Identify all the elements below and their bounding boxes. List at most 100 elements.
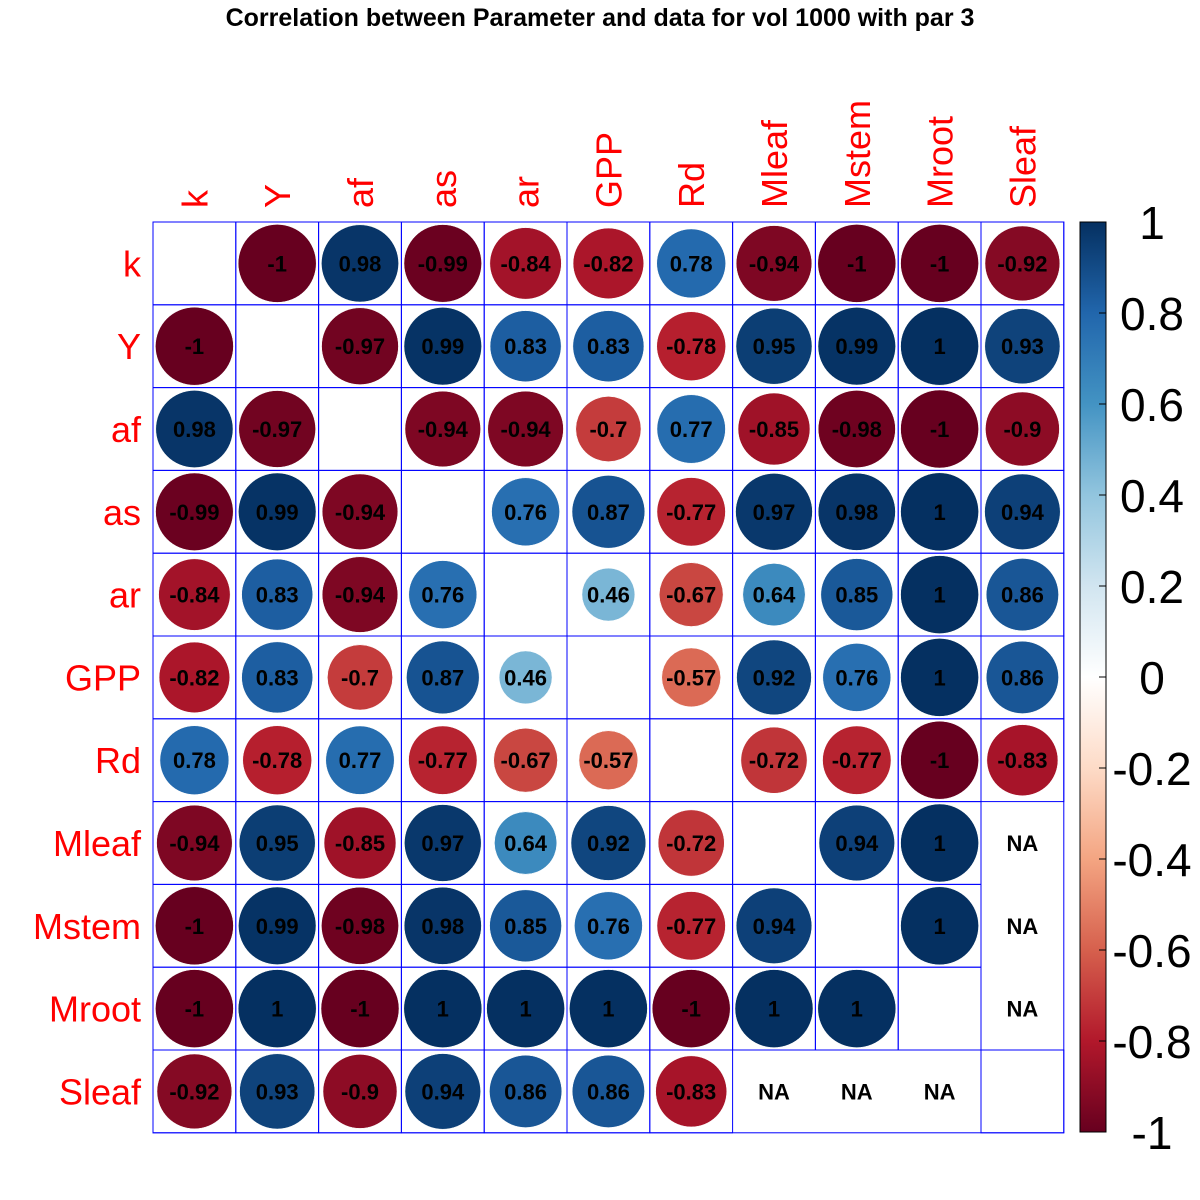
correlation-value: -1 [930, 417, 950, 442]
correlation-circle [900, 720, 979, 800]
na-label: NA [841, 1079, 873, 1104]
correlation-circle [491, 477, 560, 547]
correlation-circle [817, 390, 896, 468]
correlation-circle [900, 306, 979, 386]
correlation-value: -0.82 [169, 665, 219, 690]
correlation-circle [655, 1055, 727, 1128]
na-label: NA [758, 1079, 790, 1104]
correlation-circle [659, 562, 724, 627]
correlation-value: -0.92 [169, 1079, 219, 1104]
row-label: as [103, 492, 141, 533]
correlation-value: 0.83 [587, 334, 630, 359]
correlation-value: 1 [933, 914, 945, 939]
correlation-value: -0.9 [341, 1079, 379, 1104]
correlation-circle [489, 310, 562, 382]
correlation-circle [325, 725, 395, 795]
correlation-circle [575, 396, 642, 462]
correlation-value: -0.94 [169, 831, 220, 856]
correlation-circle [817, 472, 896, 551]
colorbar-tick-label: -1 [1132, 1107, 1173, 1159]
grid-cell [400, 469, 485, 554]
correlation-circle [241, 558, 313, 631]
correlation-value: 1 [851, 997, 863, 1022]
correlation-circle [158, 641, 230, 713]
correlation-circle [900, 803, 979, 883]
correlation-value: -0.77 [832, 748, 882, 773]
column-label: ar [506, 176, 547, 208]
column-label: as [423, 170, 464, 208]
correlation-circle [237, 969, 317, 1048]
column-label: Y [257, 184, 298, 208]
correlation-circle [155, 390, 234, 468]
correlation-circle [656, 228, 726, 299]
correlation-value: 0.94 [753, 914, 797, 939]
correlation-value: -0.99 [169, 500, 219, 525]
correlation-value: 0.64 [504, 831, 548, 856]
correlation-circle [498, 650, 553, 705]
correlation-value: 0.64 [753, 583, 797, 608]
correlation-value: 0.99 [835, 334, 878, 359]
correlation-value: -0.78 [666, 334, 716, 359]
correlation-value: 1 [933, 334, 945, 359]
correlation-circle [900, 555, 979, 634]
column-label: Mleaf [754, 119, 795, 208]
correlation-circle [574, 891, 643, 961]
correlation-value: -0.84 [169, 583, 220, 608]
correlation-circle [986, 724, 1059, 796]
correlation-value: -1 [930, 748, 950, 773]
correlation-circle [985, 391, 1060, 467]
correlation-circle [322, 1054, 398, 1129]
correlation-circle [238, 390, 316, 468]
correlation-circle [569, 969, 648, 1048]
correlation-circle [572, 227, 644, 299]
correlation-value: -0.77 [666, 914, 716, 939]
correlation-value: -0.92 [997, 251, 1047, 276]
grid-cell [897, 966, 982, 1051]
correlation-circle [734, 969, 814, 1048]
correlation-value: -0.72 [749, 748, 799, 773]
na-label: NA [1007, 997, 1039, 1022]
correlation-value: 0.94 [835, 831, 879, 856]
correlation-value: 0.99 [256, 914, 299, 939]
correlation-value: -0.77 [666, 500, 716, 525]
correlation-circle [740, 726, 808, 794]
correlation-value: -0.7 [341, 665, 379, 690]
chart-title: Correlation between Parameter and data f… [225, 4, 975, 32]
correlation-value: 0.76 [835, 665, 878, 690]
correlation-circle [736, 639, 812, 716]
correlation-circle [984, 225, 1061, 302]
correlation-value: 0.95 [256, 831, 299, 856]
correlation-circle [656, 311, 726, 381]
correlation-circle [487, 390, 564, 468]
correlation-circle [820, 558, 894, 631]
grid-cell [980, 1049, 1065, 1134]
correlation-value: -0.57 [666, 665, 716, 690]
correlation-circle [735, 887, 813, 964]
colorbar-tick-label: 0.2 [1120, 561, 1184, 613]
correlation-circle [321, 473, 399, 550]
correlation-value: -0.94 [501, 417, 552, 442]
correlation-circle [156, 1053, 233, 1130]
correlation-circle [735, 225, 813, 302]
correlation-value: -0.97 [335, 334, 385, 359]
column-label: Mstem [837, 100, 878, 208]
na-label: NA [924, 1079, 956, 1104]
correlation-circle [408, 560, 478, 629]
correlation-circle [241, 641, 313, 714]
correlation-circle [817, 224, 897, 303]
correlation-circle [486, 969, 565, 1048]
correlation-circle [900, 472, 979, 552]
correlation-circle [657, 809, 725, 877]
grid-cell [732, 801, 816, 885]
correlation-value: -1 [847, 251, 867, 276]
correlation-value: 0.97 [421, 831, 464, 856]
correlation-value: 1 [519, 997, 531, 1022]
correlation-value: -0.83 [666, 1079, 716, 1104]
correlation-circle [984, 473, 1061, 550]
correlation-value: -0.78 [252, 748, 302, 773]
column-label: Rd [671, 162, 712, 208]
correlation-value: -0.83 [997, 748, 1047, 773]
column-label: GPP [588, 132, 629, 208]
row-label: ar [109, 575, 141, 616]
